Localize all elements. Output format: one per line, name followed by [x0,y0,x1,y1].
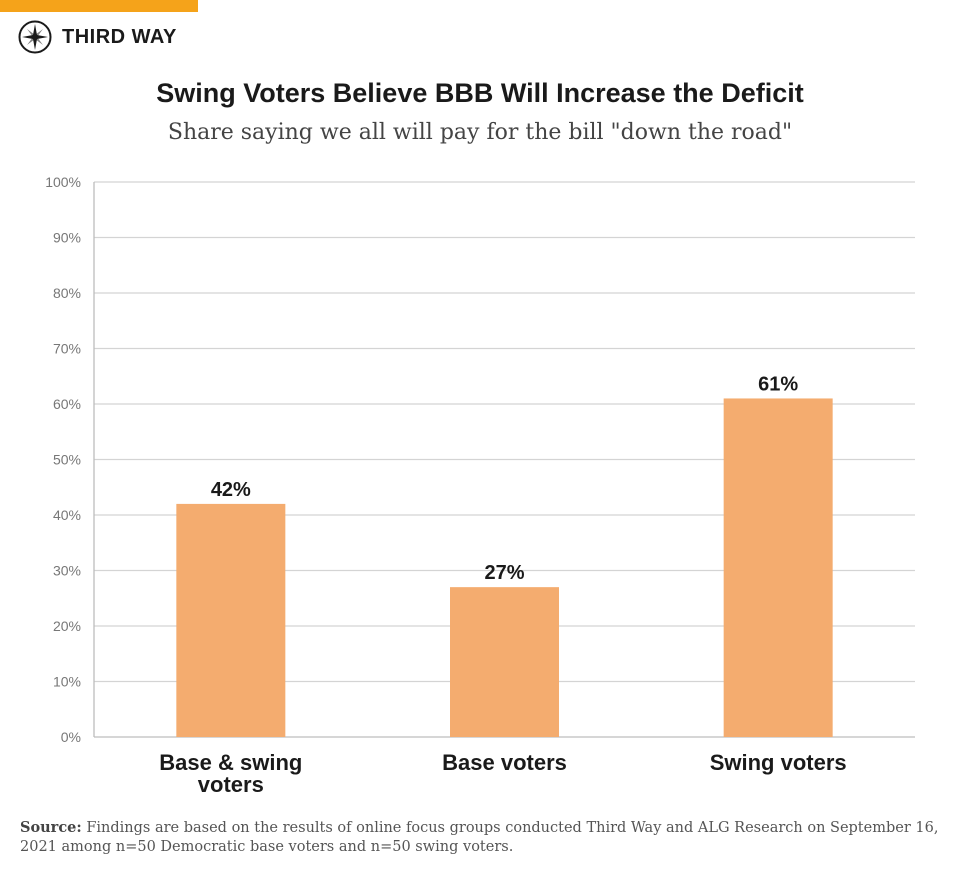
bar-value-label: 42% [211,479,251,501]
y-tick-label: 40% [53,507,81,523]
bar [450,587,559,737]
y-tick-label: 10% [53,674,81,690]
y-tick-label: 70% [53,341,81,357]
x-category-label-line: Base & swing [159,750,302,775]
source-text: Findings are based on the results of onl… [20,820,939,855]
source-label: Source: [20,819,82,836]
compass-icon [18,20,52,54]
y-tick-label: 0% [61,729,81,745]
y-tick-label: 100% [45,174,81,190]
source-note: Source: Findings are based on the result… [20,818,940,857]
x-category-label-line: Base voters [442,750,567,775]
x-category-label: Base & swing voters [159,750,302,797]
bar-value-label: 61% [758,373,798,395]
x-category-label: Swing voters [710,750,847,775]
chart-title: Swing Voters Believe BBB Will Increase t… [156,78,804,108]
y-tick-label: 60% [53,396,81,412]
bar-value-label: 27% [484,562,524,584]
label-layer: 0% 10% 20% 30% 40% 50% 60% 70% 80% 90% 100% 42% Base… [45,174,846,797]
brand-logo-group: THIRD WAY [18,20,177,54]
x-category-label: Base voters [442,750,567,775]
brand-name: THIRD WAY [62,25,177,48]
y-tick-label: 20% [53,618,81,634]
bar-chart: 0% 10% 20% 30% 40% 50% 60% 70% 80% 90% 100% 42% Base… [45,174,915,797]
y-tick-label: 30% [53,563,81,579]
x-category-label-line: voters [198,772,264,797]
chart-subtitle: Share saying we all will pay for the bil… [167,120,793,145]
y-tick-label: 80% [53,285,81,301]
bar-layer [176,398,833,737]
bar [723,398,833,737]
top-accent-bar [0,0,198,12]
y-tick-label: 90% [53,230,81,246]
x-category-label-line: Swing voters [710,750,847,775]
y-tick-label: 50% [53,452,81,468]
bar [176,503,286,737]
